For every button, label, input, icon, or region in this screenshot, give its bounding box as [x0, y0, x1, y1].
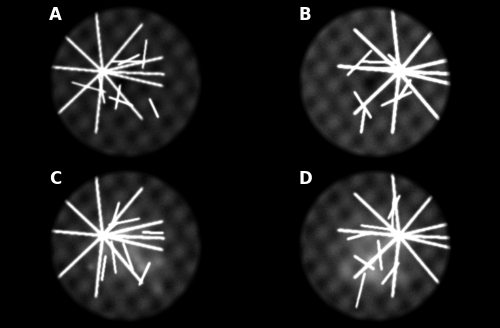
Text: A: A [50, 6, 62, 24]
Text: D: D [298, 170, 312, 188]
Text: B: B [298, 6, 311, 24]
Text: C: C [50, 170, 62, 188]
